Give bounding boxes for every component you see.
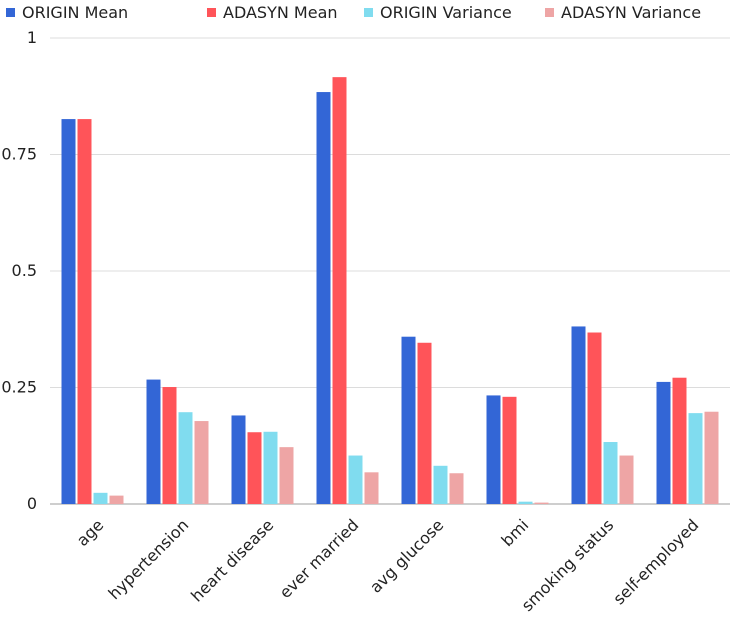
legend-swatch xyxy=(6,8,15,17)
legend-swatch xyxy=(545,8,554,17)
bar-adasyn-variance-heart-disease xyxy=(279,447,294,504)
bar-adasyn-variance-smoking-status xyxy=(619,455,634,504)
bar-origin-variance-ever-married xyxy=(348,455,363,504)
bar-adasyn-mean-ever-married xyxy=(332,77,347,505)
x-category-label: self-employed xyxy=(609,515,702,608)
bar-adasyn-variance-avg-glucose xyxy=(449,473,464,504)
bar-adasyn-variance-self-employed xyxy=(704,411,719,504)
bar-origin-variance-self-employed xyxy=(688,413,703,504)
bar-adasyn-mean-age xyxy=(77,119,92,505)
y-tick-label: 0.75 xyxy=(1,145,37,164)
x-category-label: smoking status xyxy=(518,515,618,615)
x-category-label: avg glucose xyxy=(366,515,447,596)
legend-swatch xyxy=(364,8,373,17)
legend-swatch xyxy=(207,8,216,17)
bar-origin-mean-bmi xyxy=(486,395,501,504)
y-tick-label: 1 xyxy=(27,28,37,47)
bar-adasyn-mean-avg-glucose xyxy=(417,342,432,504)
y-tick-label: 0.25 xyxy=(1,378,37,397)
bar-adasyn-variance-age xyxy=(109,495,124,504)
x-category-label: age xyxy=(73,515,108,550)
bar-origin-variance-avg-glucose xyxy=(433,465,448,504)
bar-origin-mean-age xyxy=(61,119,76,505)
bar-origin-mean-self-employed xyxy=(656,381,671,504)
bar-origin-mean-heart-disease xyxy=(231,415,246,504)
x-category-label: hypertension xyxy=(105,515,193,603)
bar-adasyn-mean-heart-disease xyxy=(247,432,262,504)
bar-origin-variance-hypertension xyxy=(178,412,193,504)
bar-origin-variance-bmi xyxy=(518,501,533,504)
bar-origin-variance-smoking-status xyxy=(603,442,618,504)
bar-origin-mean-ever-married xyxy=(316,92,331,504)
x-category-label: bmi xyxy=(498,515,533,550)
bar-origin-mean-avg-glucose xyxy=(401,336,416,504)
bar-origin-mean-hypertension xyxy=(146,379,161,504)
legend-label: ADASYN Variance xyxy=(561,3,701,22)
y-axis-tick-labels: 0 0.25 0.5 0.75 1 xyxy=(1,28,37,513)
legend: ORIGIN Mean ADASYN Mean ORIGIN Variance ADA… xyxy=(6,3,701,22)
legend-label: ADASYN Mean xyxy=(223,3,338,22)
x-category-label: ever married xyxy=(276,515,363,602)
bar-adasyn-mean-smoking-status xyxy=(587,332,602,504)
y-tick-label: 0.5 xyxy=(12,261,37,280)
bar-adasyn-variance-bmi xyxy=(534,502,549,504)
bar-adasyn-mean-self-employed xyxy=(672,377,687,504)
legend-label: ORIGIN Variance xyxy=(380,3,512,22)
bar-origin-variance-heart-disease xyxy=(263,431,278,504)
bar-adasyn-mean-bmi xyxy=(502,396,517,504)
bar-adasyn-mean-hypertension xyxy=(162,387,177,504)
x-category-label: heart disease xyxy=(187,515,277,605)
bar-origin-mean-smoking-status xyxy=(571,326,586,504)
bar-adasyn-variance-ever-married xyxy=(364,472,379,504)
legend-label: ORIGIN Mean xyxy=(22,3,128,22)
bar-origin-variance-age xyxy=(93,492,108,504)
bars xyxy=(61,77,719,505)
y-tick-label: 0 xyxy=(27,494,37,513)
bar-adasyn-variance-hypertension xyxy=(194,421,209,504)
